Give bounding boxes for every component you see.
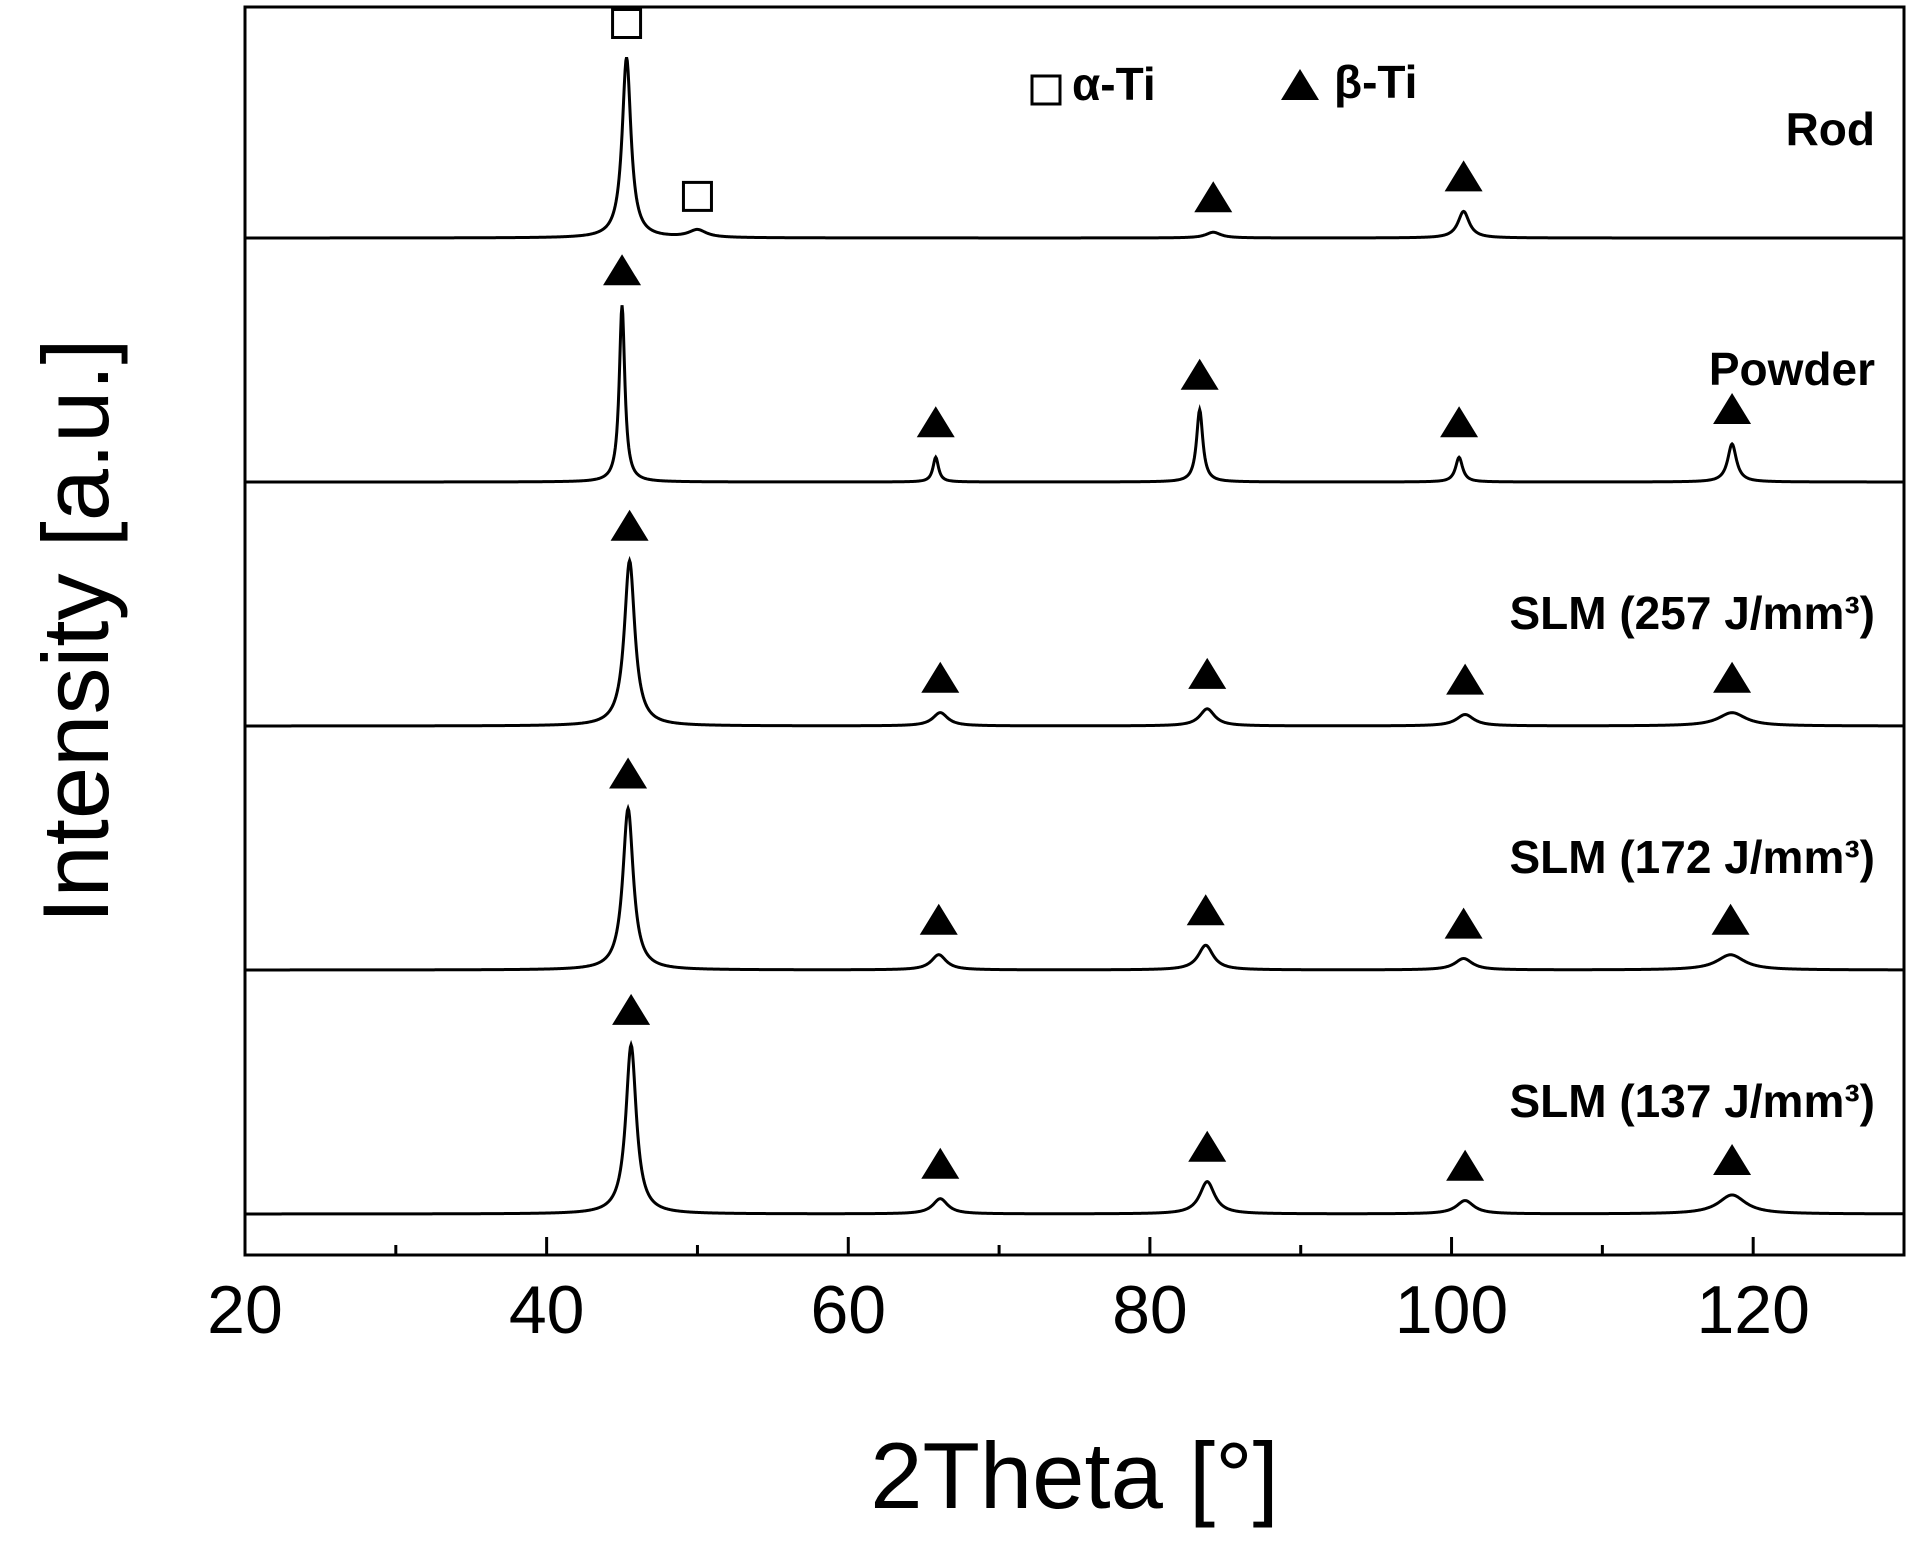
beta-ti-marker — [1188, 1130, 1227, 1162]
plot-frame — [243, 5, 1906, 1257]
legend-label: α-Ti — [1072, 58, 1156, 110]
beta-ti-marker — [1194, 181, 1233, 213]
beta-ti-marker — [1446, 1149, 1485, 1181]
series-label: SLM (172 J/mm³) — [1509, 831, 1875, 883]
beta-ti-marker — [1444, 907, 1483, 939]
xrd-trace — [245, 57, 1904, 240]
beta-ti-marker — [1186, 894, 1225, 926]
beta-ti-marker — [1440, 406, 1479, 438]
beta-ti-marker — [1713, 1144, 1752, 1175]
beta-ti-marker — [1713, 393, 1752, 424]
xrd-traces — [245, 57, 1905, 1216]
beta-ti-marker — [610, 509, 649, 541]
beta-ti-marker — [1711, 903, 1750, 935]
beta-ti-marker — [921, 661, 960, 693]
xrd-trace — [245, 305, 1904, 484]
series-label: Powder — [1709, 343, 1875, 395]
alpha-ti-marker — [611, 8, 643, 39]
beta-ti-marker — [1180, 358, 1219, 390]
x-tick-label: 40 — [509, 1272, 585, 1348]
x-tick-label: 120 — [1696, 1272, 1809, 1348]
beta-ti-marker — [921, 1147, 960, 1179]
x-axis: 20 40 60 80 100 120 — [207, 1237, 1810, 1348]
beta-ti-marker — [916, 406, 955, 438]
series-labels: Rod Powder SLM (257 J/mm³) SLM (172 J/mm³) S… — [1509, 103, 1875, 1127]
beta-ti-marker — [1444, 160, 1483, 192]
beta-ti-marker — [919, 903, 958, 935]
x-tick-label: 60 — [810, 1272, 886, 1348]
series-label: SLM (257 J/mm³) — [1509, 587, 1875, 639]
beta-ti-marker — [1713, 661, 1752, 693]
beta-ti-marker — [612, 993, 651, 1025]
beta-ti-marker — [1446, 663, 1485, 695]
x-tick-label: 20 — [207, 1272, 283, 1348]
xrd-trace — [245, 1039, 1905, 1216]
legend: α-Ti β-Ti — [1030, 56, 1417, 110]
xrd-trace — [245, 555, 1904, 728]
series-label: SLM (137 J/mm³) — [1509, 1075, 1875, 1127]
beta-ti-marker — [609, 757, 648, 789]
beta-ti-marker — [603, 254, 642, 286]
alpha-ti-marker — [681, 180, 713, 212]
x-tick-label: 100 — [1395, 1272, 1508, 1348]
x-tick-label: 80 — [1112, 1272, 1188, 1348]
phase-markers — [603, 8, 1752, 1181]
y-axis-title: Intensity [a.u.] — [23, 338, 128, 923]
legend-label: β-Ti — [1334, 56, 1417, 108]
alpha-ti-marker — [1030, 74, 1062, 106]
beta-ti-marker — [1281, 69, 1319, 100]
xrd-trace — [245, 803, 1905, 972]
series-label: Rod — [1786, 103, 1875, 155]
x-axis-title: 2Theta [°] — [870, 1423, 1279, 1528]
beta-ti-marker — [1188, 657, 1227, 689]
